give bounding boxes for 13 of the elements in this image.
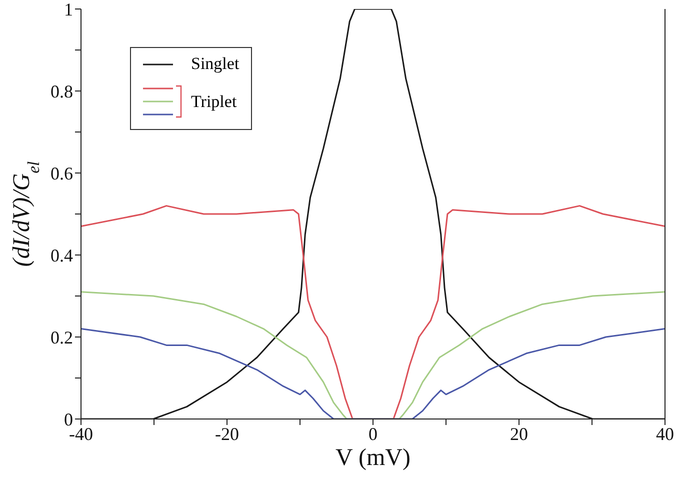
- y-tick-label: 0.4: [50, 245, 73, 266]
- x-axis-title: V (mV): [336, 445, 410, 471]
- legend-label: Singlet: [191, 54, 240, 74]
- x-tick-label: 0: [368, 424, 378, 444]
- y-tick-label: 0.2: [50, 327, 73, 348]
- y-tick-label: 0.8: [50, 81, 73, 102]
- x-tick-label: 20: [510, 424, 528, 444]
- legend-label: Triplet: [191, 92, 237, 112]
- y-tick-label: 1: [64, 0, 73, 20]
- x-tick-label: -20: [215, 424, 239, 444]
- y-tick-label: 0.6: [50, 163, 73, 184]
- y-tick-label: 0: [64, 409, 73, 430]
- x-tick-label: 40: [656, 424, 674, 444]
